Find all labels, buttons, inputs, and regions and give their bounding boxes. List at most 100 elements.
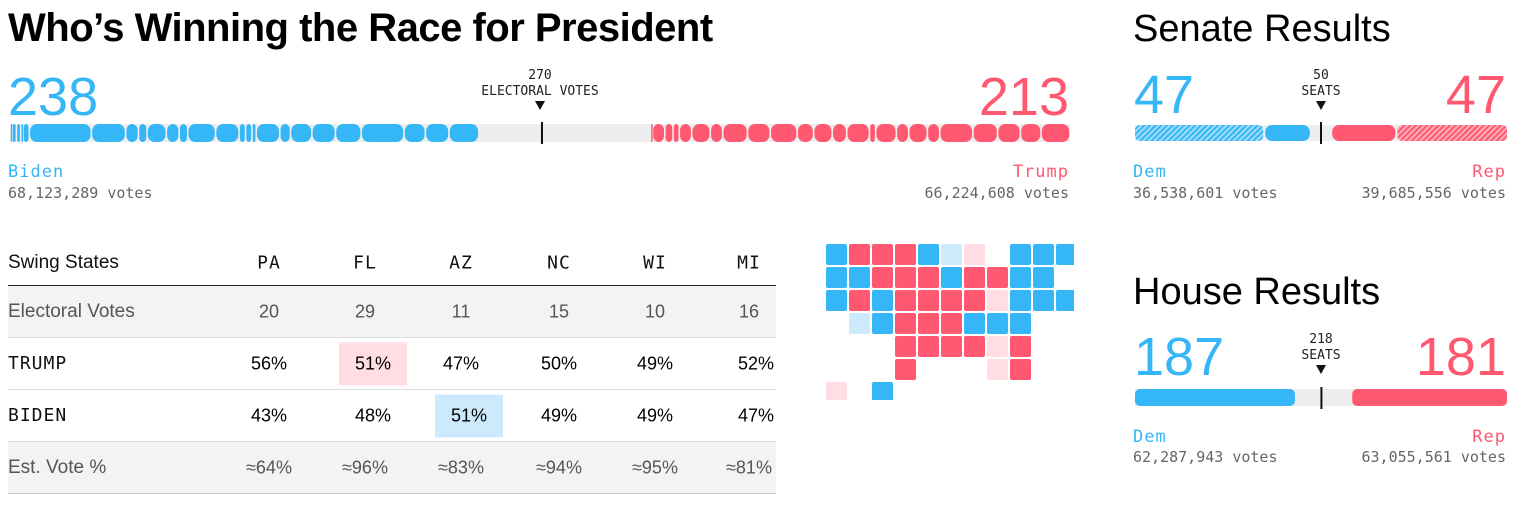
biden-state-segment [257,124,279,142]
trump-state-segment [771,124,797,142]
trump-state-segment [1021,124,1041,142]
state-tile-nd [895,244,916,265]
state-tile-ct [1033,290,1054,311]
state-tile-in [964,267,985,288]
biden-state-segment [30,124,91,142]
table-cell: 56% [250,353,288,373]
table-cell: 49% [636,353,674,373]
state-tile-mn [918,244,939,265]
table-cell: 10 [644,301,666,321]
state-tile-ak [826,382,847,400]
state-tile-me [1056,244,1074,265]
state-tile-md [987,313,1008,334]
state-tile-mo [918,290,939,311]
trump-state-segment [673,124,679,142]
house-threshold-label: 218 SEATS [1301,332,1340,364]
state-tile-ca [826,290,847,311]
table-cell: 47% [442,353,480,373]
biden-state-segment [126,124,138,142]
state-tile-wy [872,267,893,288]
biden-state-segment [280,124,290,142]
state-tile-mi [964,244,985,265]
biden-state-segment [17,124,20,142]
table-cell: 15 [548,301,570,321]
state-tile-fl [1010,359,1031,380]
biden-state-segment [179,124,187,142]
state-tile-ma [1033,267,1054,288]
biden-state-segment [167,124,179,142]
state-tile-al [964,336,985,357]
state-tile-or [826,267,847,288]
swing-states-header: Swing States [8,251,119,273]
trump-name: Trump [1012,162,1069,182]
threshold-arrow-icon [1316,365,1326,374]
trump-state-segment [847,124,869,142]
biden-state-segment [312,124,335,142]
table-cell: 47% [737,405,775,425]
senate-dem-label: Dem [1133,162,1167,182]
trump-state-segment [928,124,939,142]
state-tile-co [872,290,893,311]
state-header: WI [643,252,667,273]
state-tile-hi [872,382,893,400]
biden-state-segment [449,124,479,142]
state-tile-wi [941,244,962,265]
biden-state-segment [239,124,245,142]
table-row: TRUMP 56% 51% 47% 50% 49% 52% [8,338,776,390]
senate-rep-label: Rep [1472,162,1506,182]
table-row: BIDEN 43% 48% 51% 49% 49% 47% [8,390,776,442]
state-header: MI [737,252,761,273]
trump-state-segment [665,124,673,142]
state-tile-la [918,336,939,357]
state-tile-ms [941,336,962,357]
trump-state-segment [897,124,908,142]
table-cell: 50% [540,353,578,373]
state-tile-nc [987,336,1008,357]
trump-state-segment [833,124,846,142]
state-tile-nv [849,267,870,288]
house-title: House Results [1133,271,1381,313]
table-row: Est. Vote % ≈64% ≈96% ≈83% ≈94% ≈95% ≈81… [8,442,776,494]
house-rep-count: 181 [1415,327,1506,387]
biden-name: Biden [8,162,65,182]
table-cell: 48% [354,405,392,425]
state-header: AZ [449,252,473,273]
trump-electoral-count: 213 [978,67,1069,127]
senate-seat-bar [1135,122,1507,144]
trump-state-segment [814,124,832,142]
state-header: FL [353,252,377,273]
row-label: Electoral Votes [8,300,135,322]
state-tile-ar [918,313,939,334]
house-rep-label: Rep [1472,427,1506,447]
threshold-arrow-icon [1316,101,1326,110]
table-cell: 29 [354,301,376,321]
us-results-map [826,244,1074,400]
trump-state-segment [940,124,973,142]
trump-state-segment [711,124,722,142]
dem-seats [1135,389,1295,406]
row-label: Est. Vote % [8,456,107,478]
state-tile-pa [987,290,1008,311]
state-tile-va [964,313,985,334]
state-tile-de [1010,313,1031,334]
threshold-value: 270 [528,68,552,83]
majority-line [1320,387,1323,409]
trump-state-segment [876,124,896,142]
threshold-unit: SEATS [1301,84,1341,99]
trump-state-segment [651,124,653,142]
biden-state-segment [291,124,312,142]
electoral-threshold-label: 270 ELECTORAL VOTES [481,68,598,100]
biden-state-segment [426,124,449,142]
state-tile-ky [941,290,962,311]
senate-rep-count: 47 [1445,65,1506,125]
state-tile-ok [895,336,916,357]
threshold-unit: ELECTORAL VOTES [481,84,599,99]
biden-state-segment [361,124,404,142]
senate-dem-votes: 36,538,601 votes [1133,184,1278,202]
row-label: TRUMP [8,353,68,374]
biden-state-segment [21,124,24,142]
state-tile-oh [987,267,1008,288]
table-cell: 52% [737,353,775,373]
table-cell: ≈83% [438,457,484,477]
majority-line [540,122,543,144]
